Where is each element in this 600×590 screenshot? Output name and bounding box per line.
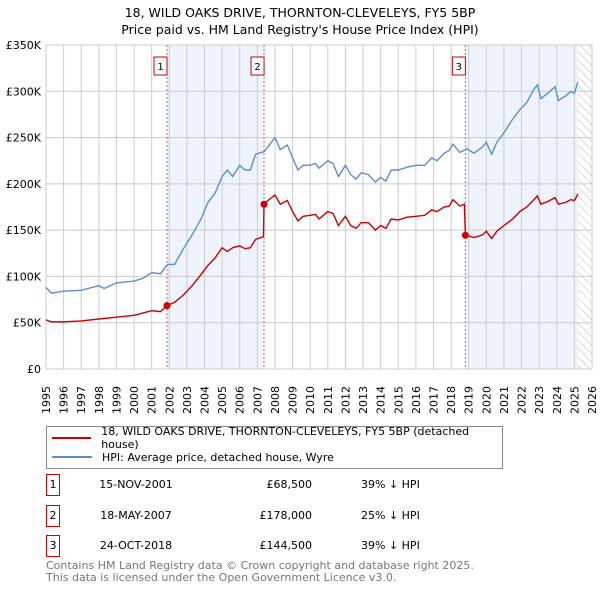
x-tick-label: 1998 bbox=[93, 386, 106, 414]
x-tick-label: 2010 bbox=[304, 386, 317, 414]
legend-label: 18, WILD OAKS DRIVE, THORNTON-CLEVELEYS,… bbox=[101, 425, 470, 451]
x-tick-label: 2023 bbox=[533, 386, 546, 414]
transaction-row: 2 18-MAY-2007 £178,000 25% ↓ HPI bbox=[46, 505, 466, 527]
transaction-hpi-diff: 39% ↓ HPI bbox=[361, 478, 420, 491]
transaction-price: £144,500 bbox=[259, 539, 313, 552]
x-tick-label: 2009 bbox=[287, 386, 300, 414]
legend-swatch-blue bbox=[52, 456, 92, 458]
x-tick-label: 2003 bbox=[181, 386, 194, 414]
x-tick-label: 2019 bbox=[463, 386, 476, 414]
transaction-number: 1 bbox=[46, 474, 60, 496]
x-tick-label: 2005 bbox=[216, 386, 229, 414]
transaction-price: £68,500 bbox=[266, 478, 313, 491]
shaded-region bbox=[167, 45, 265, 369]
footer-line: Contains HM Land Registry data © Crown c… bbox=[46, 559, 474, 572]
plot-border bbox=[45, 44, 593, 370]
x-tick-label: 2008 bbox=[269, 386, 282, 414]
x-tick-label: 2002 bbox=[163, 386, 176, 414]
legend-item-property: 18, WILD OAKS DRIVE, THORNTON-CLEVELEYS,… bbox=[52, 425, 502, 451]
x-tick-label: 2013 bbox=[357, 386, 370, 414]
y-tick-label: £200K bbox=[6, 178, 42, 191]
x-tick-label: 2022 bbox=[516, 386, 529, 414]
sale-label-box bbox=[153, 56, 168, 76]
title-line-1: 18, WILD OAKS DRIVE, THORNTON-CLEVELEYS,… bbox=[124, 5, 476, 20]
x-tick-label: 2000 bbox=[128, 386, 141, 414]
title-line-2: Price paid vs. HM Land Registry's House … bbox=[121, 22, 479, 37]
x-tick-label: 2020 bbox=[480, 386, 493, 414]
sale-label-box bbox=[451, 56, 466, 76]
transaction-number: 2 bbox=[46, 505, 60, 527]
transaction-row: 3 24-OCT-2018 £144,500 39% ↓ HPI bbox=[46, 535, 466, 557]
transaction-hpi-diff: 39% ↓ HPI bbox=[361, 539, 420, 552]
y-tick-label: £0 bbox=[27, 363, 41, 376]
sale-label: 2 bbox=[254, 62, 260, 73]
y-tick-label: £300K bbox=[6, 85, 42, 98]
x-tick-label: 2011 bbox=[322, 386, 335, 414]
sale-point bbox=[260, 200, 268, 208]
transaction-row: 1 15-NOV-2001 £68,500 39% ↓ HPI bbox=[46, 474, 466, 496]
x-tick-label: 2007 bbox=[251, 386, 264, 414]
transaction-price: £178,000 bbox=[259, 509, 313, 522]
future-hatch-region bbox=[577, 45, 592, 369]
sale-point bbox=[163, 302, 171, 310]
x-tick-label: 2004 bbox=[199, 386, 212, 414]
footer-line: This data is licensed under the Open Gov… bbox=[46, 570, 397, 584]
legend-swatch-red bbox=[52, 437, 92, 439]
x-tick-label: 1999 bbox=[110, 386, 123, 414]
x-tick-label: 1996 bbox=[58, 386, 71, 414]
x-tick-label: 2014 bbox=[375, 386, 388, 414]
x-tick-label: 2001 bbox=[146, 386, 159, 414]
property-price-line bbox=[45, 193, 579, 323]
sale-label: 1 bbox=[157, 62, 163, 73]
chart-title: 18, WILD OAKS DRIVE, THORNTON-CLEVELEYS,… bbox=[0, 4, 600, 38]
x-tick-label: 1995 bbox=[40, 386, 53, 414]
x-tick-label: 1997 bbox=[75, 386, 88, 414]
transaction-date: 15-NOV-2001 bbox=[99, 478, 173, 491]
y-tick-label: £100K bbox=[6, 270, 42, 283]
y-tick-label: £150K bbox=[6, 224, 42, 237]
x-tick-label: 2016 bbox=[410, 386, 423, 414]
sale-label: 3 bbox=[456, 62, 462, 73]
sale-point bbox=[461, 231, 469, 239]
legend: 18, WILD OAKS DRIVE, THORNTON-CLEVELEYS,… bbox=[46, 425, 503, 469]
legend-label: HPI: Average price, detached house, Wyre bbox=[102, 450, 334, 464]
x-tick-label: 2015 bbox=[392, 386, 405, 414]
y-tick-label: £50K bbox=[13, 317, 42, 330]
x-tick-label: 2025 bbox=[568, 386, 581, 414]
x-tick-label: 2006 bbox=[234, 386, 247, 414]
legend-item-hpi: HPI: Average price, detached house, Wyre bbox=[52, 448, 334, 466]
x-tick-label: 2018 bbox=[445, 386, 458, 414]
x-tick-label: 2021 bbox=[498, 386, 511, 414]
x-tick-label: 2024 bbox=[551, 386, 564, 414]
footer: Contains HM Land Registry data © Crown c… bbox=[46, 560, 474, 583]
y-tick-label: £250K bbox=[6, 132, 42, 145]
x-tick-label: 2017 bbox=[427, 386, 440, 414]
sale-label-box bbox=[250, 56, 265, 76]
transaction-date: 18-MAY-2007 bbox=[100, 509, 172, 522]
hpi-line bbox=[45, 81, 579, 294]
x-tick-label: 2026 bbox=[586, 386, 599, 414]
transaction-number: 3 bbox=[46, 535, 60, 557]
x-tick-label: 2012 bbox=[339, 386, 352, 414]
y-tick-label: £350K bbox=[6, 39, 42, 52]
transaction-date: 24-OCT-2018 bbox=[99, 539, 173, 552]
transaction-hpi-diff: 25% ↓ HPI bbox=[361, 509, 420, 522]
price-chart: 1995 1996 1997 1998 1999 2000 2001 2002 2003 2004… bbox=[6, 39, 599, 414]
